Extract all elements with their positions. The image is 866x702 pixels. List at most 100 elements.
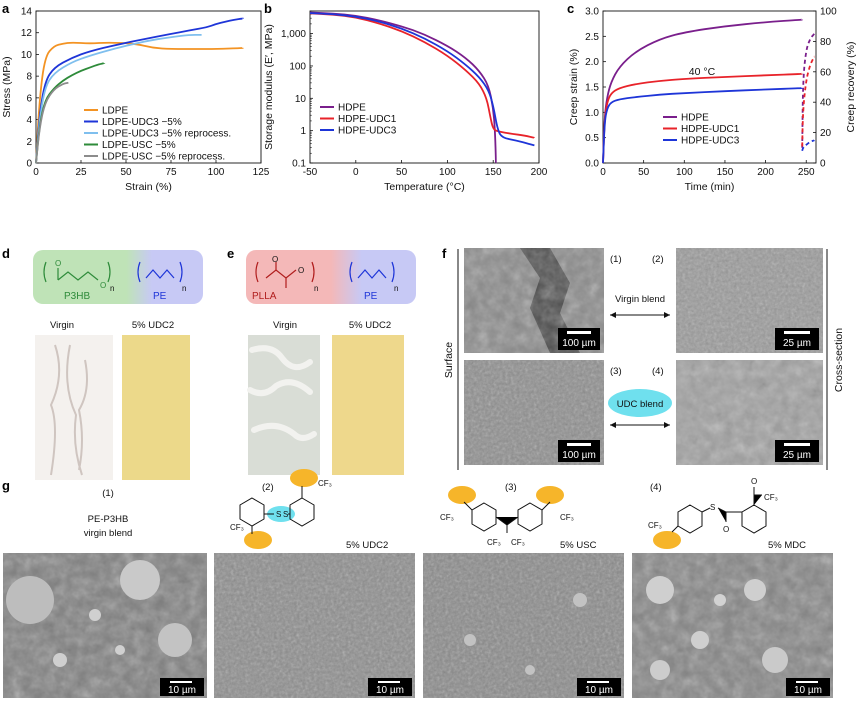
a-legend-label-0: LDPE <box>102 106 128 117</box>
photo-phase-separation-e <box>247 345 317 441</box>
scalebar-f2: 25 µm <box>783 338 811 349</box>
p3hb-structure <box>43 261 111 283</box>
c-annotation: 40 °C <box>689 66 716 78</box>
virgin-blend-label: Virgin blend <box>615 294 665 305</box>
usc-cf3-right: CF₃ <box>560 513 574 522</box>
a-ytick-label-6: 12 <box>21 28 33 39</box>
udc-blend-arrowheads <box>610 422 670 428</box>
pe-subscript-n-d: n <box>182 284 186 293</box>
c-ytick-label-3: 1.5 <box>585 83 599 94</box>
udc-blend-label: UDC blend <box>617 399 663 410</box>
c-legend-label-2: HDPE-UDC3 <box>681 136 740 147</box>
sem-image-g4: 10 µm <box>632 553 833 698</box>
b-xtick-label-5: 200 <box>531 167 548 178</box>
a-legend-label-4: LDPE-USC −5% reprocess. <box>102 152 225 163</box>
photo-udc2-d <box>122 335 190 480</box>
b-series-line-0 <box>309 11 497 164</box>
c-ytick-label-5: 2.5 <box>585 32 599 43</box>
udc2-cf3-bottom: CF₃ <box>230 523 244 532</box>
c-y-axis-label-right: Creep recovery (%) <box>845 41 857 132</box>
chart-b-storage-modulus: -50 0 50 100 150 200 0.1 1 10 100 1,000 Temperature… <box>263 10 548 193</box>
panel-f: Surface Cross-section 100 µm (1) 25 µm (… <box>443 248 845 470</box>
plla-subscript-n: n <box>314 284 318 293</box>
mdc-ketone-o: O <box>751 477 757 486</box>
plla-ester-o: O <box>298 266 304 275</box>
b-xtick-label-4: 150 <box>485 167 502 178</box>
b-series-line-1 <box>309 12 536 139</box>
c-recovery-line-2 <box>801 139 816 152</box>
g-num-1: (1) <box>102 488 114 499</box>
image-num-f1: (1) <box>610 254 622 265</box>
copolymer-block-e <box>246 250 416 304</box>
udc2-s-2: S <box>283 510 288 519</box>
g-num-2: (2) <box>262 482 274 493</box>
panel-label-b: b <box>264 1 272 16</box>
mdc-cf3-left: CF₃ <box>648 521 662 530</box>
a-series-line-3 <box>35 62 106 164</box>
sem-image-g2: 10 µm <box>214 553 415 698</box>
a-ytick-label-3: 6 <box>26 93 32 104</box>
c-ytick-right-label-4: 80 <box>820 37 832 48</box>
photo-label-udc2-e: 5% UDC2 <box>349 320 391 331</box>
b-xtick-label-0: -50 <box>303 167 318 178</box>
c-recovery-line-0 <box>801 32 815 148</box>
panel-label-g: g <box>2 478 10 493</box>
virgin-blend-arrowheads <box>610 312 670 318</box>
a-y-axis-label: Stress (MPa) <box>1 56 13 117</box>
c-xtick-label-5: 250 <box>798 167 815 178</box>
g-caption-1b: virgin blend <box>84 528 133 539</box>
panel-d: O O n P3HB n PE Virgin 5% UDC2 <box>33 250 203 480</box>
c-ytick-label-1: 0.5 <box>585 133 599 144</box>
photo-udc2-e <box>332 335 404 475</box>
c-ytick-right-label-5: 100 <box>820 7 837 18</box>
a-xtick-label-4: 100 <box>208 167 225 178</box>
b-xtick-label-2: 50 <box>396 167 408 178</box>
a-ytick-label-7: 14 <box>21 7 33 18</box>
udc2-structure: (2) S S CF₃ CF₃ 5% UDC2 <box>230 469 388 551</box>
c-xtick-label-4: 200 <box>757 167 774 178</box>
a-xtick-label-2: 50 <box>120 167 132 178</box>
b-ytick-label-4: 1,000 <box>281 29 306 40</box>
b-ytick-label-1: 1 <box>300 126 306 137</box>
panel-e: O O n PLLA n PE Virgin 5% UDC2 <box>246 250 416 475</box>
c-ytick-right-label-1: 20 <box>820 128 832 139</box>
c-ytick-label-2: 1.0 <box>585 108 599 119</box>
panel-label-a: a <box>2 1 10 16</box>
g-num-4: (4) <box>650 482 662 493</box>
sem-image-g3: 10 µm <box>423 553 624 698</box>
c-ytick-label-6: 3.0 <box>585 7 599 18</box>
a-ytick-label-2: 4 <box>26 115 32 126</box>
p3hb-subscript-n: n <box>110 284 114 293</box>
c-ytick-right-label-3: 60 <box>820 67 832 78</box>
photo-whitening-marks-d <box>49 344 88 476</box>
a-ytick-label-5: 10 <box>21 50 33 61</box>
a-legend-label-1: LDPE-UDC3 −5% <box>102 117 182 128</box>
g-num-3: (3) <box>505 482 517 493</box>
sem-image-f4: 25 µm <box>676 360 823 465</box>
mdc-cf3-right: CF₃ <box>764 493 778 502</box>
udc2-s-1: S <box>276 510 281 519</box>
scalebar-g2: 10 µm <box>376 685 404 696</box>
g-label-3: 5% USC <box>560 540 597 551</box>
panel-label-f: f <box>442 246 447 261</box>
mdc-s: S <box>710 503 715 512</box>
b-legend-label-2: HDPE-UDC3 <box>338 126 397 137</box>
a-x-axis-label: Strain (%) <box>125 181 172 193</box>
g-caption-1a: PE-P3HB <box>88 514 129 525</box>
usc-cf3-center-b: CF₃ <box>511 538 525 547</box>
udc2-cf3-top: CF₃ <box>318 479 332 488</box>
a-ytick-label-4: 8 <box>26 72 32 83</box>
panel-g: (1) PE-P3HB virgin blend (2) S S CF₃ CF₃… <box>3 469 833 698</box>
udc2-diazirine-highlight-top <box>290 469 318 487</box>
usc-diazirine-highlight-right <box>536 486 564 504</box>
c-x-axis-label: Time (min) <box>685 181 735 193</box>
c-y-axis-label: Creep strain (%) <box>568 49 580 125</box>
g-label-2: 5% UDC2 <box>346 540 388 551</box>
panel-label-e: e <box>227 246 234 261</box>
pe-label-d: PE <box>153 291 167 302</box>
a-xtick-label-1: 25 <box>75 167 87 178</box>
a-plot-frame <box>35 10 262 164</box>
scalebar-f4: 25 µm <box>783 450 811 461</box>
chart-c-creep: 0 50 100 150 200 250 0.0 0.5 1.0 1.5 2.0 2.5 3.0 0 20 4… <box>568 7 857 194</box>
panel-label-d: d <box>2 246 10 261</box>
